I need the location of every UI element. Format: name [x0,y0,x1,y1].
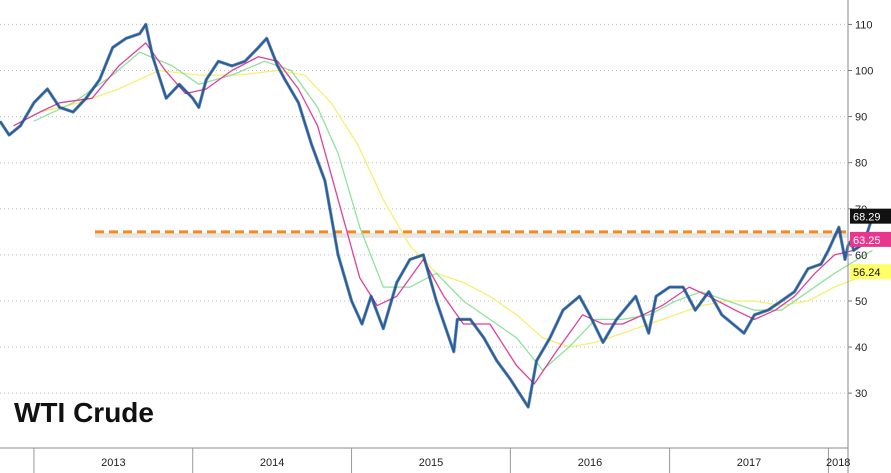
end-label-price: 68.29 [853,212,881,224]
end-label-bg-price [850,208,891,224]
end-value-labels: 68.29 63.25 56.24 [850,208,891,280]
end-label-bg-ma200 [850,264,891,280]
x-tick-label: 2016 [578,457,602,469]
y-tick-label: 80 [855,158,867,170]
x-tick-label: 2018 [826,457,850,469]
x-tick-label: 2014 [260,457,284,469]
reference-line-shadow [95,232,848,238]
y-tick-label: 30 [855,388,867,400]
y-tick-label: 90 [855,112,867,124]
end-label-bg-ma50 [850,231,891,247]
x-tick-label: 2015 [419,457,443,469]
y-tick-label: 110 [855,19,873,31]
y-tick-label: 100 [855,66,873,78]
y-tick-label: 50 [855,296,867,308]
y-tick-label: 40 [855,342,867,354]
x-tick-label: 2017 [737,457,761,469]
y-tick-label: 60 [855,250,867,262]
x-tick-label: 2013 [101,457,125,469]
series-line-ma50 [13,42,873,385]
series-line-price [0,23,874,408]
series-line-ma100 [33,51,873,371]
reference-line-group [95,230,848,238]
series-lines [0,22,874,409]
chart-title: WTI Crude [14,397,154,428]
end-label-ma200: 56.24 [853,267,881,279]
end-label-ma50: 63.25 [853,235,881,247]
